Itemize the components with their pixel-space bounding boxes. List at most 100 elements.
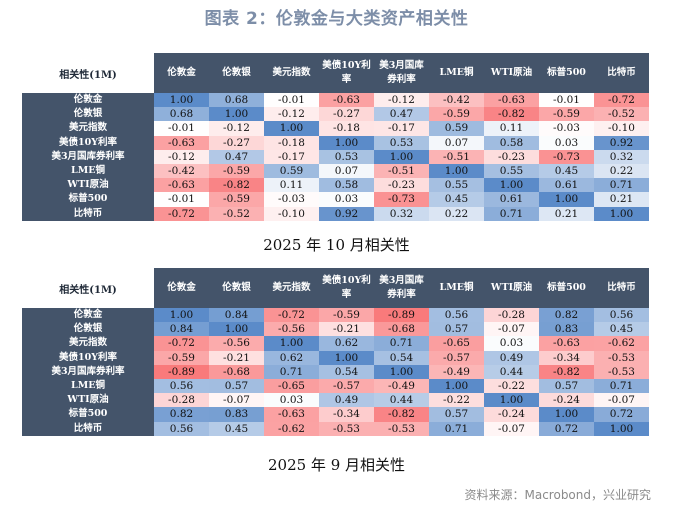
table-row: LME铜 -0.42 -0.59 0.59 0.07 -0.51 1.00 0.55 0.45 0… — [22, 163, 649, 179]
correlation-cell: -0.52 — [594, 107, 649, 122]
correlation-cell: -0.18 — [319, 121, 374, 136]
correlation-cell: 0.68 — [209, 93, 264, 108]
correlation-cell: -0.12 — [209, 121, 264, 136]
correlation-cell: -0.53 — [319, 421, 374, 436]
correlation-cell: -0.72 — [594, 93, 649, 108]
column-header: 美3月国库 券利率 — [374, 53, 429, 93]
correlation-cell: 0.92 — [319, 206, 374, 221]
correlation-cell: 1.00 — [154, 308, 209, 323]
correlation-cell: -0.59 — [429, 107, 484, 122]
table-row: 伦敦金 1.00 0.84 -0.72 -0.59 -0.89 0.56 -0.28 0.82 0… — [22, 308, 649, 323]
correlation-cell: 0.56 — [154, 378, 209, 394]
correlation-cell: -0.89 — [374, 308, 429, 323]
correlation-cell: 0.55 — [429, 178, 484, 193]
column-header: LME铜 — [429, 268, 484, 308]
correlation-cell: 0.61 — [484, 192, 539, 207]
correlation-cell: 0.21 — [594, 192, 649, 207]
column-header: 标普500 — [539, 53, 594, 93]
column-header: 美元指数 — [264, 268, 319, 308]
correlation-cell: 1.00 — [484, 178, 539, 193]
correlation-cell: 1.00 — [594, 206, 649, 221]
correlation-cell: -0.27 — [209, 135, 264, 150]
table-row: 标普500 0.82 0.83 -0.63 -0.34 -0.82 0.57 -0.24 1.0… — [22, 407, 649, 422]
table-row: 美元指数 -0.01 -0.12 1.00 -0.18 -0.17 0.59 0.11 -0.0… — [22, 121, 649, 136]
correlation-cell: 0.62 — [319, 336, 374, 351]
correlation-cell: -0.18 — [264, 135, 319, 150]
column-header: WTI原油 — [484, 268, 539, 308]
correlation-cell: -0.49 — [429, 364, 484, 379]
table-row: 标普500 -0.01 -0.59 -0.03 0.03 -0.73 0.45 0.61 1.0… — [22, 192, 649, 207]
correlation-cell: -0.59 — [209, 163, 264, 179]
correlation-cell: 0.53 — [319, 149, 374, 164]
correlation-cell: 0.61 — [539, 178, 594, 193]
correlation-cell: 1.00 — [374, 149, 429, 164]
row-header: 美3月国库券利率 — [22, 149, 154, 164]
header-row: 相关性(1M) 伦敦金 伦敦银 美元指数 美债10Y利 率美3月国库 券利率 LME铜 WT… — [22, 53, 649, 93]
correlation-cell: -0.12 — [154, 149, 209, 164]
correlation-cell: -0.12 — [374, 93, 429, 108]
column-header: WTI原油 — [484, 53, 539, 93]
correlation-cell: -0.22 — [429, 393, 484, 408]
correlation-cell: 0.58 — [484, 135, 539, 150]
column-header: LME铜 — [429, 53, 484, 93]
correlation-cell: 1.00 — [539, 407, 594, 422]
column-header: 伦敦银 — [209, 53, 264, 93]
correlation-cell: -0.65 — [429, 336, 484, 351]
correlation-cell: -0.59 — [209, 192, 264, 207]
correlation-cell: 0.32 — [594, 149, 649, 164]
correlation-cell: 0.57 — [429, 407, 484, 422]
correlation-cell: 0.54 — [374, 350, 429, 365]
correlation-cell: -0.53 — [594, 364, 649, 379]
correlation-cell: -0.52 — [209, 206, 264, 221]
correlation-cell: 0.71 — [264, 364, 319, 379]
correlation-cell: -0.72 — [264, 308, 319, 323]
correlation-cell: 0.57 — [429, 322, 484, 337]
correlation-cell: 0.45 — [539, 163, 594, 179]
correlation-cell: -0.56 — [209, 336, 264, 351]
correlation-cell: -0.01 — [154, 192, 209, 207]
correlation-cell: 1.00 — [429, 163, 484, 179]
correlation-cell: -0.63 — [484, 93, 539, 108]
column-header: 美债10Y利 率 — [319, 53, 374, 93]
correlation-cell: 0.57 — [539, 378, 594, 394]
correlation-cell: -0.03 — [264, 192, 319, 207]
correlation-cell: 0.32 — [374, 206, 429, 221]
correlation-cell: -0.63 — [264, 407, 319, 422]
correlation-cell: 0.83 — [209, 407, 264, 422]
correlation-cell: 1.00 — [264, 336, 319, 351]
correlation-cell: -0.59 — [539, 107, 594, 122]
table-row: 美债10Y利率 -0.59 -0.21 0.62 1.00 0.54 -0.57 0.49 -0… — [22, 350, 649, 365]
row-header: WTI原油 — [22, 178, 154, 193]
correlation-cell: -0.34 — [539, 350, 594, 365]
correlation-cell: 1.00 — [154, 93, 209, 108]
correlation-cell: -0.07 — [484, 421, 539, 436]
correlation-cell: -0.57 — [429, 350, 484, 365]
correlation-table-september: 相关性(1M) 伦敦金 伦敦银 美元指数 美债10Y利 率美3月国库 券利率 LME铜 WT… — [22, 268, 649, 436]
correlation-cell: -0.51 — [374, 163, 429, 179]
correlation-cell: 0.11 — [264, 178, 319, 193]
correlation-cell: 0.68 — [154, 107, 209, 122]
correlation-cell: 0.47 — [209, 149, 264, 164]
correlation-cell: 0.11 — [484, 121, 539, 136]
correlation-cell: -0.28 — [154, 393, 209, 408]
correlation-cell: 0.71 — [374, 336, 429, 351]
correlation-cell: 0.07 — [319, 163, 374, 179]
correlation-cell: -0.89 — [154, 364, 209, 379]
correlation-cell: 0.44 — [374, 393, 429, 408]
row-header: 美债10Y利率 — [22, 350, 154, 365]
correlation-cell: -0.27 — [319, 107, 374, 122]
row-header: 比特币 — [22, 206, 154, 221]
correlation-cell: -0.59 — [154, 350, 209, 365]
correlation-cell: 0.59 — [264, 163, 319, 179]
correlation-cell: 0.45 — [209, 421, 264, 436]
correlation-cell: 0.21 — [539, 206, 594, 221]
correlation-cell: -0.51 — [429, 149, 484, 164]
correlation-cell: 0.59 — [429, 121, 484, 136]
correlation-cell: -0.59 — [319, 308, 374, 323]
correlation-cell: 0.56 — [594, 308, 649, 323]
correlation-cell: 0.22 — [429, 206, 484, 221]
table-row: WTI原油 -0.63 -0.82 0.11 0.58 -0.23 0.55 1.00 0.61… — [22, 178, 649, 193]
corner-label: 相关性(1M) — [22, 53, 154, 93]
correlation-cell: -0.42 — [154, 163, 209, 179]
correlation-cell: -0.03 — [539, 121, 594, 136]
